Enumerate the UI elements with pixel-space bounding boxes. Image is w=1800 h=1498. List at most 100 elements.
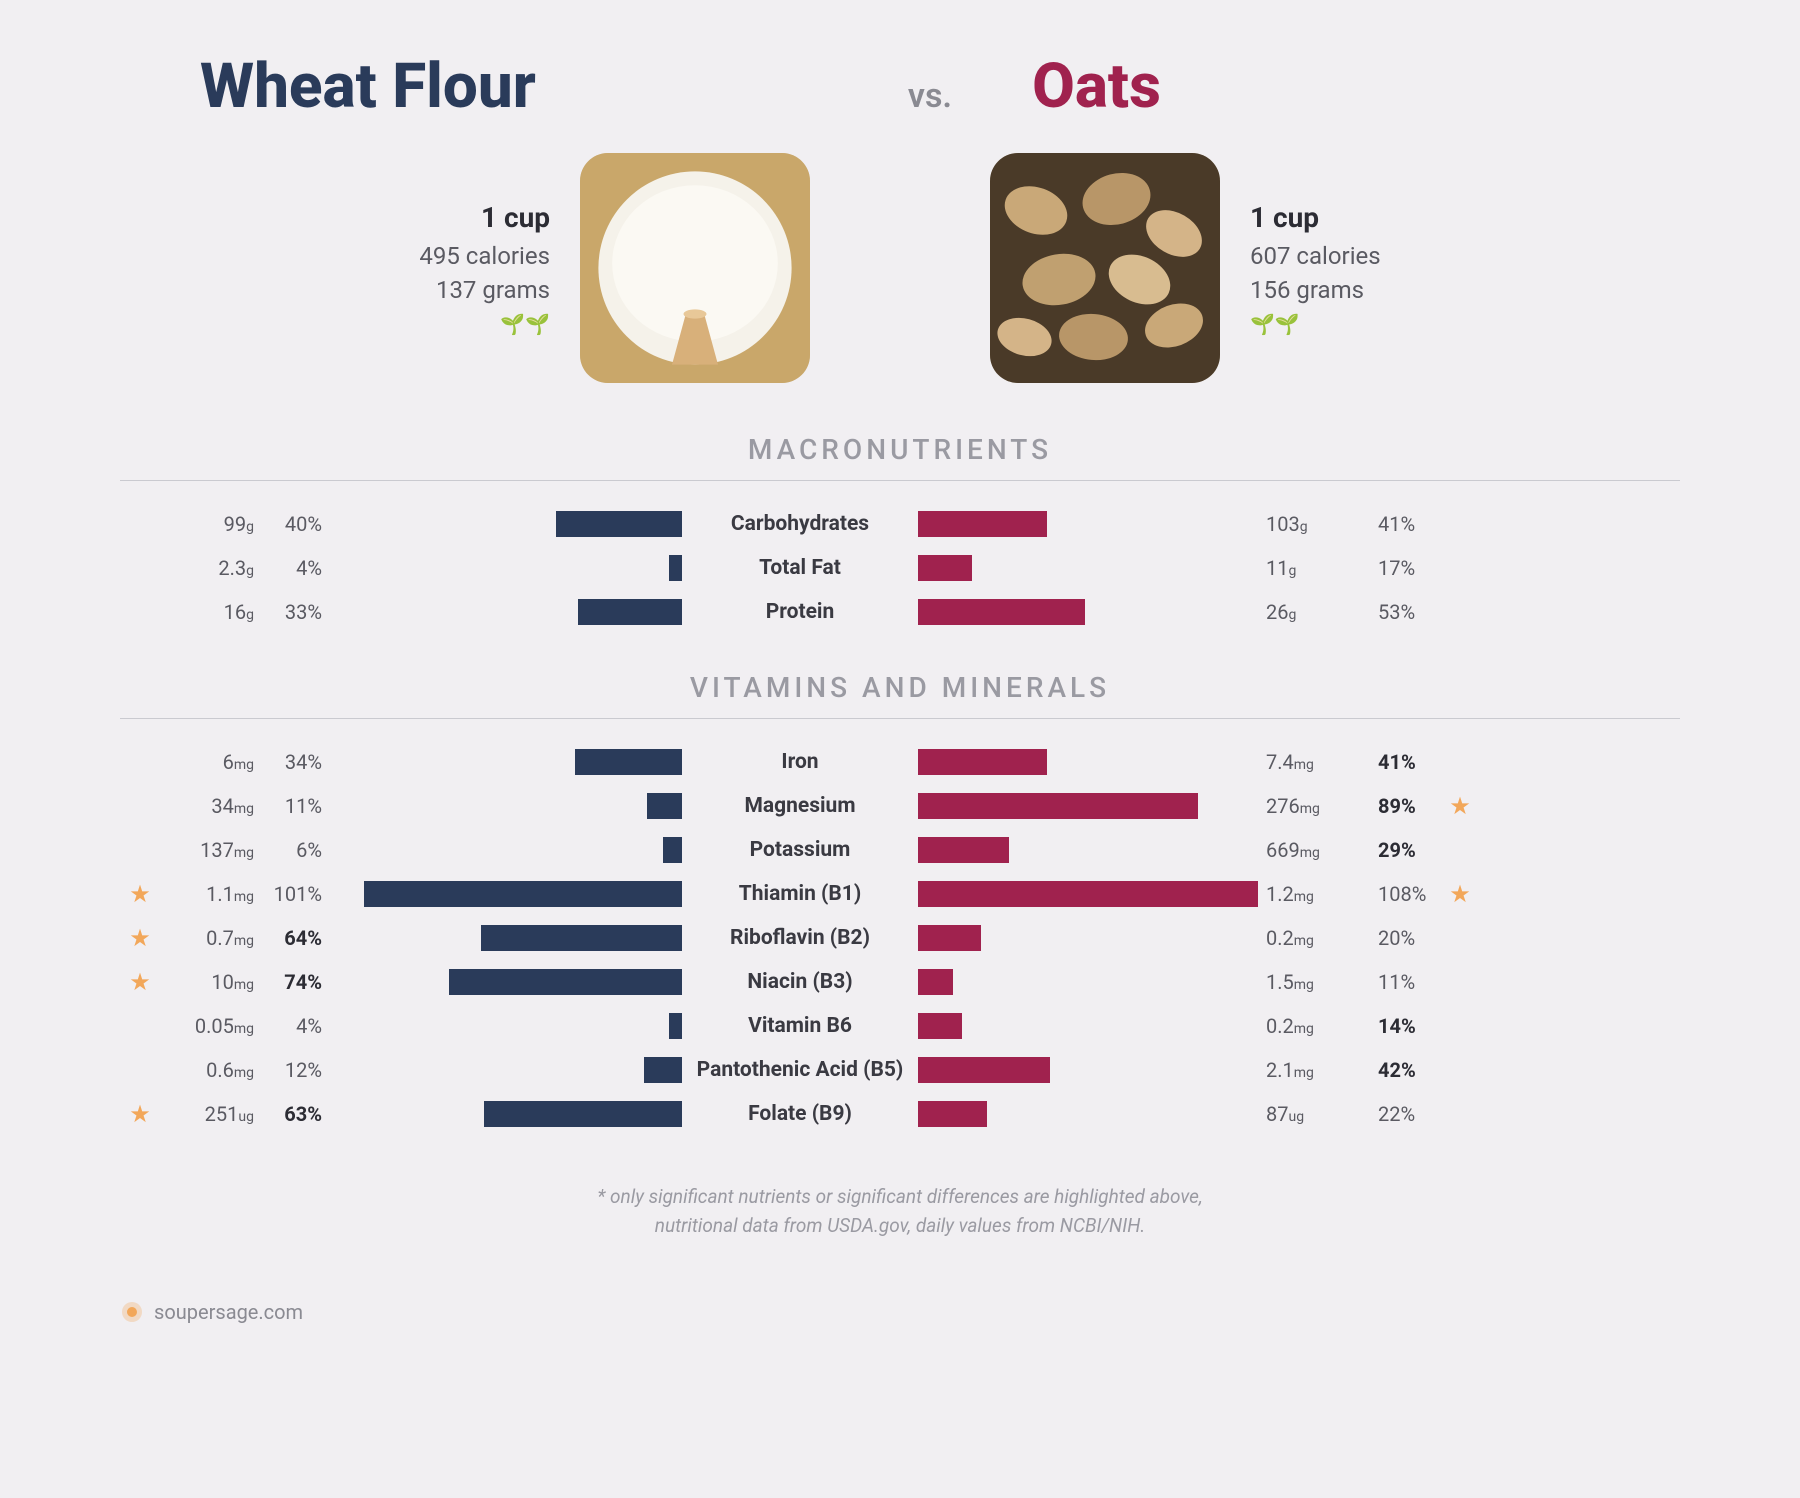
left-bar	[578, 599, 682, 625]
right-bar	[918, 599, 1085, 625]
right-amount: 26g	[1260, 600, 1360, 624]
right-bar	[918, 1101, 987, 1127]
right-calories: 607 calories	[1250, 242, 1381, 270]
left-bar-container	[340, 793, 690, 819]
right-bar-container	[910, 749, 1260, 775]
right-bar	[918, 881, 1258, 907]
left-food-image	[580, 153, 810, 383]
nutrient-row: 2.3g4%Total Fat11g17%	[120, 549, 1680, 587]
logo-icon	[120, 1300, 144, 1324]
left-percent: 6%	[260, 838, 340, 862]
left-amount: 99g	[160, 512, 260, 536]
left-amount: 1.1mg	[160, 882, 260, 906]
right-percent: 20%	[1360, 926, 1440, 950]
left-amount: 6mg	[160, 750, 260, 774]
macros-section-title: MACRONUTRIENTS	[120, 433, 1680, 466]
right-amount: 1.5mg	[1260, 970, 1360, 994]
right-bar	[918, 837, 1009, 863]
right-percent: 53%	[1360, 600, 1440, 624]
left-percent: 34%	[260, 750, 340, 774]
right-percent: 41%	[1360, 750, 1440, 774]
nutrient-label: Pantothenic Acid (B5)	[690, 1058, 910, 1082]
left-bar-container	[340, 881, 690, 907]
left-bar-container	[340, 1101, 690, 1127]
divider	[120, 480, 1680, 481]
star-icon: ★	[1440, 792, 1480, 820]
right-bar-container	[910, 837, 1260, 863]
right-grams: 156 grams	[1250, 276, 1381, 304]
right-bar	[918, 1057, 1050, 1083]
left-bar	[556, 511, 682, 537]
right-amount: 0.2mg	[1260, 926, 1360, 950]
nutrient-row: 0.6mg12%Pantothenic Acid (B5)2.1mg42%	[120, 1051, 1680, 1089]
site-name: soupersage.com	[154, 1300, 303, 1324]
right-percent: 108%	[1360, 882, 1440, 906]
left-amount: 2.3g	[160, 556, 260, 580]
nutrient-row: 0.05mg4%Vitamin B60.2mg14%	[120, 1007, 1680, 1045]
macros-table: 99g40%Carbohydrates103g41% 2.3g4%Total Fa…	[120, 505, 1680, 631]
nutrient-row: 16g33%Protein26g53%	[120, 593, 1680, 631]
plant-icon: 🌱🌱	[419, 312, 550, 336]
left-bar-container	[340, 1057, 690, 1083]
left-bar-container	[340, 749, 690, 775]
nutrient-label: Folate (B9)	[690, 1102, 910, 1126]
right-bar	[918, 749, 1047, 775]
nutrient-label: Vitamin B6	[690, 1014, 910, 1038]
left-calories: 495 calories	[419, 242, 550, 270]
left-bar	[669, 1013, 682, 1039]
nutrient-row: ★10mg74%Niacin (B3)1.5mg11%	[120, 963, 1680, 1001]
left-summary-text: 1 cup 495 calories 137 grams 🌱🌱	[419, 201, 550, 336]
left-bar	[449, 969, 682, 995]
right-percent: 22%	[1360, 1102, 1440, 1126]
right-bar	[918, 511, 1047, 537]
nutrient-label: Thiamin (B1)	[690, 882, 910, 906]
left-bar	[364, 881, 682, 907]
right-amount: 87ug	[1260, 1102, 1360, 1126]
right-percent: 89%	[1360, 794, 1440, 818]
right-summary: 1 cup 607 calories 156 grams 🌱🌱	[990, 153, 1381, 383]
right-bar	[918, 1013, 962, 1039]
left-amount: 0.7mg	[160, 926, 260, 950]
left-bar-container	[340, 969, 690, 995]
left-bar-container	[340, 511, 690, 537]
left-bar	[484, 1101, 682, 1127]
left-bar	[481, 925, 682, 951]
right-bar	[918, 925, 981, 951]
nutrient-label: Protein	[690, 600, 910, 624]
right-bar-container	[910, 793, 1260, 819]
right-percent: 29%	[1360, 838, 1440, 862]
left-grams: 137 grams	[419, 276, 550, 304]
footnote-line1: * only significant nutrients or signific…	[120, 1183, 1680, 1212]
left-amount: 10mg	[160, 970, 260, 994]
divider	[120, 718, 1680, 719]
right-percent: 14%	[1360, 1014, 1440, 1038]
right-bar-container	[910, 1101, 1260, 1127]
comparison-header: Wheat Flour vs. Oats	[120, 50, 1680, 123]
nutrient-row: 99g40%Carbohydrates103g41%	[120, 505, 1680, 543]
nutrient-label: Riboflavin (B2)	[690, 926, 910, 950]
nutrient-row: 34mg11%Magnesium276mg89%★	[120, 787, 1680, 825]
left-bar	[647, 793, 682, 819]
nutrient-label: Total Fat	[690, 556, 910, 580]
summary-row: 1 cup 495 calories 137 grams 🌱🌱	[120, 153, 1680, 383]
site-footer: soupersage.com	[120, 1300, 1680, 1324]
vitamins-table: 6mg34%Iron7.4mg41%34mg11%Magnesium276mg8…	[120, 743, 1680, 1133]
right-bar	[918, 555, 972, 581]
right-percent: 42%	[1360, 1058, 1440, 1082]
right-bar-container	[910, 1013, 1260, 1039]
right-serving: 1 cup	[1250, 201, 1381, 234]
right-bar	[918, 793, 1198, 819]
right-percent: 17%	[1360, 556, 1440, 580]
left-percent: 33%	[260, 600, 340, 624]
nutrient-row: ★0.7mg64%Riboflavin (B2)0.2mg20%	[120, 919, 1680, 957]
left-amount: 0.6mg	[160, 1058, 260, 1082]
left-percent: 63%	[260, 1102, 340, 1126]
left-percent: 64%	[260, 926, 340, 950]
left-percent: 74%	[260, 970, 340, 994]
left-bar-container	[340, 599, 690, 625]
right-bar-container	[910, 511, 1260, 537]
right-bar-container	[910, 555, 1260, 581]
left-serving: 1 cup	[419, 201, 550, 234]
right-amount: 1.2mg	[1260, 882, 1360, 906]
left-bar-container	[340, 555, 690, 581]
